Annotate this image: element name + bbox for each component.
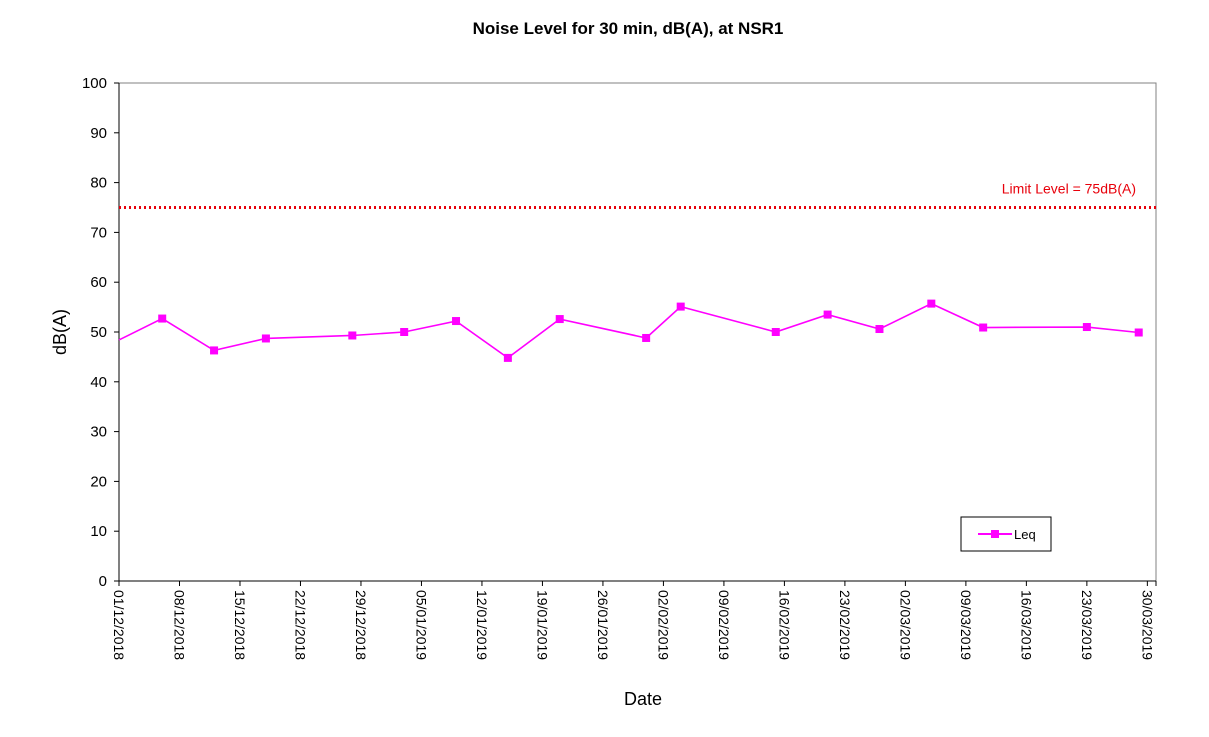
data-point-leq (771, 328, 780, 336)
data-point-leq (158, 314, 167, 323)
data-point-leq (927, 299, 936, 308)
y-tick-label: 30 (90, 424, 107, 441)
legend-label-leq: Leq (1014, 527, 1036, 542)
x-axis-ticks: 01/12/2018 08/12/2018 15/12/2018 22/12/2018… (111, 581, 1157, 660)
series-line-leq (118, 302, 1139, 359)
plot-area-border (118, 82, 1157, 582)
x-tick-label: 08/12/2018 (171, 590, 187, 660)
y-tick-label: 60 (90, 274, 107, 291)
x-tick-label: 30/03/2019 (1139, 590, 1155, 660)
x-tick-label: 22/12/2018 (292, 590, 308, 660)
x-tick-label: 15/12/2018 (232, 590, 248, 660)
y-tick-label: 10 (90, 523, 107, 540)
y-tick-label: 50 (90, 324, 107, 341)
data-point-leq (400, 328, 409, 336)
data-point-leq (555, 315, 564, 324)
chart-title: Noise Level for 30 min, dB(A), at NSR1 (473, 19, 784, 38)
x-tick-label: 26/01/2019 (595, 590, 611, 660)
data-point-leq (823, 310, 832, 319)
x-tick-label: 02/03/2019 (897, 590, 913, 660)
data-point-leq (210, 346, 219, 355)
x-tick-label: 19/01/2019 (534, 590, 550, 660)
data-point-leq (1082, 323, 1091, 332)
limit-label: Limit Level = 75dB(A) (1002, 181, 1136, 197)
y-tick-label: 80 (90, 175, 107, 192)
y-tick-label: 40 (90, 374, 107, 391)
x-tick-label: 09/03/2019 (958, 590, 974, 660)
data-point-leq (261, 334, 270, 343)
x-tick-label: 23/03/2019 (1079, 590, 1095, 660)
reference-line-group: Limit Level = 75dB(A) (119, 181, 1156, 209)
x-tick-label: 23/02/2019 (837, 590, 853, 660)
data-point-leq (979, 323, 988, 332)
x-tick-label: 09/02/2019 (716, 590, 732, 660)
x-tick-label: 12/01/2019 (474, 590, 490, 660)
data-point-leq (875, 325, 884, 334)
y-tick-label: 100 (82, 75, 107, 92)
data-point-leq (1134, 328, 1143, 337)
x-tick-label: 29/12/2018 (353, 590, 369, 660)
series-leq (118, 299, 1143, 362)
data-point-leq (348, 331, 357, 340)
legend: Leq (960, 516, 1052, 552)
data-point-leq (503, 353, 512, 362)
x-tick-label: 02/02/2019 (655, 590, 671, 660)
y-axis-title: dB(A) (50, 309, 70, 355)
y-axis-ticks: 0 10 20 30 40 50 60 70 80 90 100 (82, 75, 119, 590)
data-point-leq (452, 317, 461, 326)
x-tick-label: 16/02/2019 (776, 590, 792, 660)
y-tick-label: 70 (90, 224, 107, 241)
x-tick-label: 16/03/2019 (1018, 590, 1034, 660)
x-tick-label: 05/01/2019 (413, 590, 429, 660)
data-point-leq (676, 302, 685, 311)
y-tick-label: 90 (90, 125, 107, 142)
x-tick-label: 01/12/2018 (111, 590, 127, 660)
y-tick-label: 0 (99, 573, 107, 590)
y-tick-label: 20 (90, 473, 107, 490)
x-axis-title: Date (624, 689, 662, 709)
legend-swatch-marker (991, 530, 999, 538)
data-point-leq (642, 333, 651, 342)
